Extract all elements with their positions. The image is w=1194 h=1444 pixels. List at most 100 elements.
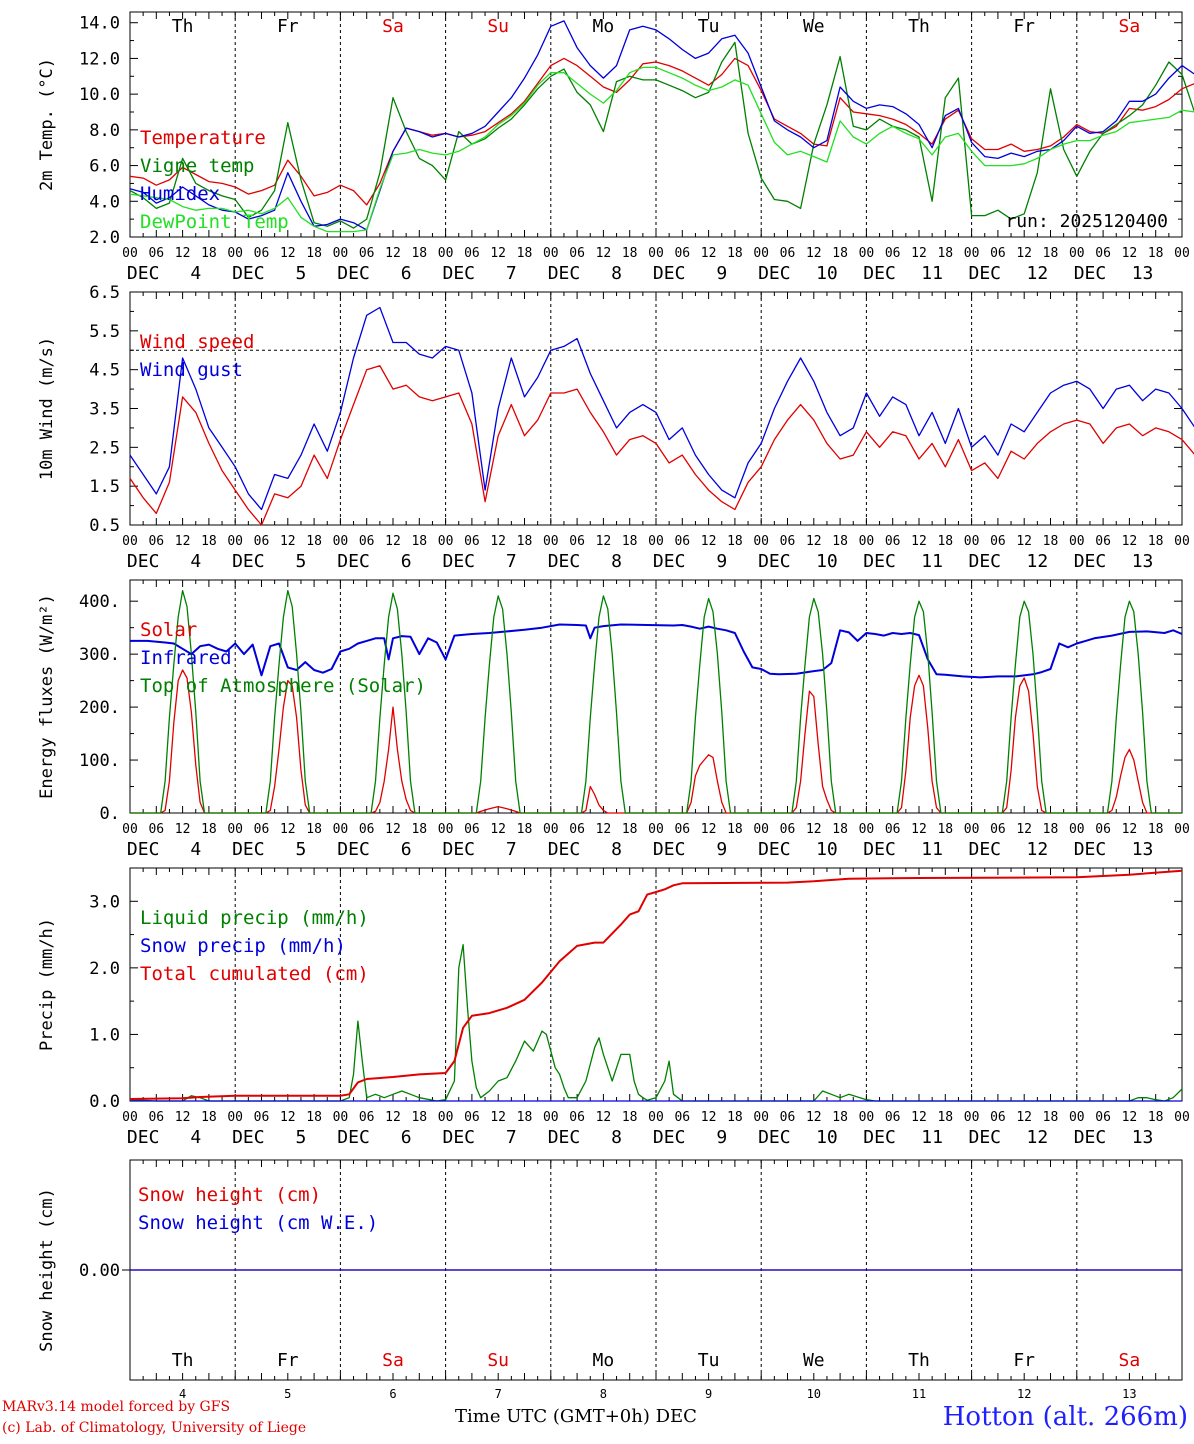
hour-label: 00 [964, 534, 980, 549]
date-day-label: 12 [1027, 1127, 1049, 1148]
date-month-label: DEC [1074, 551, 1107, 572]
date-day-label: 9 [716, 551, 727, 572]
hour-label: 00 [648, 246, 664, 261]
day-number-label: 10 [807, 1387, 821, 1401]
day-name-label: Mo [593, 16, 615, 37]
date-day-label: 13 [1132, 839, 1154, 860]
date-month-label: DEC [758, 551, 791, 572]
hour-label: 12 [701, 534, 717, 549]
hour-label: 12 [1016, 246, 1032, 261]
date-day-label: 7 [506, 551, 517, 572]
date-day-label: 4 [190, 263, 201, 284]
hour-label: 00 [1174, 822, 1190, 837]
hour-label: 00 [122, 822, 138, 837]
hour-label: 00 [648, 822, 664, 837]
date-month-label: DEC [968, 551, 1001, 572]
hour-label: 06 [885, 246, 901, 261]
day-name-label: Th [908, 16, 930, 37]
day-number-label: 8 [600, 1387, 607, 1401]
series-line [129, 57, 1194, 206]
hour-label: 06 [780, 246, 796, 261]
hour-label: 12 [1122, 1110, 1138, 1125]
hour-label: 06 [990, 534, 1006, 549]
legend-entry: DewPoint Temp [140, 211, 289, 233]
date-month-label: DEC [548, 263, 581, 284]
date-month-label: DEC [968, 1127, 1001, 1148]
day-name-label: Fr [1013, 1350, 1035, 1371]
hour-label: 12 [1016, 822, 1032, 837]
hour-label: 18 [937, 534, 953, 549]
date-month-label: DEC [863, 1127, 896, 1148]
hour-label: 06 [254, 1110, 270, 1125]
date-day-label: 6 [401, 839, 412, 860]
hour-label: 06 [464, 822, 480, 837]
y-tick-label: 0.00 [79, 1261, 120, 1281]
legend-entry: Total cumulated (cm) [140, 963, 369, 985]
hour-label: 18 [201, 534, 217, 549]
y-tick-label: 6.0 [89, 157, 120, 177]
hour-label: 00 [859, 246, 875, 261]
series-line [129, 943, 1183, 1102]
date-month-label: DEC [548, 1127, 581, 1148]
date-day-label: 12 [1027, 551, 1049, 572]
hour-label: 06 [674, 822, 690, 837]
date-day-label: 9 [716, 839, 727, 860]
hour-label: 00 [1069, 246, 1085, 261]
hour-label: 06 [359, 822, 375, 837]
hour-label: 06 [780, 1110, 796, 1125]
day-name-label: Th [172, 16, 194, 37]
date-month-label: DEC [442, 551, 475, 572]
hour-label: 06 [1095, 822, 1111, 837]
hour-label: 12 [806, 1110, 822, 1125]
date-day-label: 11 [921, 839, 943, 860]
date-day-label: 10 [816, 551, 838, 572]
hour-label: 00 [648, 1110, 664, 1125]
series-line [130, 669, 1182, 814]
hour-label: 06 [1095, 246, 1111, 261]
hour-label: 18 [937, 1110, 953, 1125]
hour-label: 12 [280, 534, 296, 549]
date-month-label: DEC [337, 263, 370, 284]
date-day-label: 5 [296, 839, 307, 860]
hour-label: 12 [701, 1110, 717, 1125]
hour-label: 00 [227, 1110, 243, 1125]
y-axis-title: 2m Temp. (°C) [37, 58, 57, 191]
hour-label: 00 [122, 1110, 138, 1125]
hour-label: 00 [227, 822, 243, 837]
hour-label: 06 [359, 1110, 375, 1125]
hour-label: 12 [806, 246, 822, 261]
hour-label: 00 [1174, 1110, 1190, 1125]
day-number-label: 9 [705, 1387, 712, 1401]
x-axis-month: DEC [655, 1406, 697, 1427]
date-day-label: 8 [611, 263, 622, 284]
hour-label: 06 [569, 822, 585, 837]
hour-label: 00 [964, 822, 980, 837]
day-name-label: Sa [382, 16, 404, 37]
hour-label: 18 [622, 534, 638, 549]
hour-label: 12 [701, 246, 717, 261]
hour-label: 18 [832, 246, 848, 261]
y-tick-label: 12.0 [79, 49, 120, 69]
day-name-label: Sa [1119, 1350, 1141, 1371]
hour-label: 12 [490, 534, 506, 549]
hour-label: 18 [201, 246, 217, 261]
hour-label: 06 [569, 246, 585, 261]
hour-label: 06 [990, 246, 1006, 261]
y-tick-label: 5.5 [89, 322, 120, 342]
y-tick-label: 6.5 [89, 283, 120, 303]
date-month-label: DEC [968, 839, 1001, 860]
hour-label: 00 [1174, 246, 1190, 261]
hour-label: 06 [990, 822, 1006, 837]
hour-label: 06 [359, 246, 375, 261]
legend-entry: Infrared [140, 647, 232, 669]
hour-label: 18 [1043, 822, 1059, 837]
date-month-label: DEC [127, 1127, 160, 1148]
date-month-label: DEC [127, 551, 160, 572]
date-day-label: 9 [716, 263, 727, 284]
hour-label: 12 [385, 246, 401, 261]
date-day-label: 7 [506, 839, 517, 860]
hour-label: 00 [964, 1110, 980, 1125]
hour-label: 18 [411, 822, 427, 837]
hour-label: 00 [438, 246, 454, 261]
